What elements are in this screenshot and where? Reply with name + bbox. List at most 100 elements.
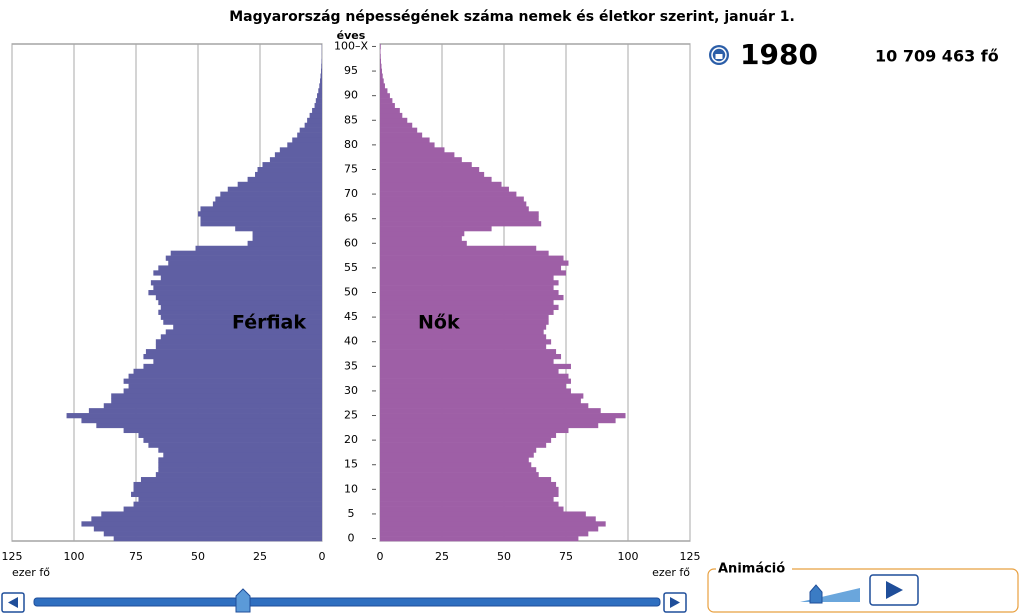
bar — [66, 413, 322, 419]
bar — [155, 344, 322, 350]
x-tick-label: 50 — [191, 550, 205, 563]
bar — [173, 324, 322, 330]
bar — [123, 378, 322, 384]
bar — [319, 83, 322, 89]
y-tick-label: 10 — [344, 482, 358, 495]
bar — [380, 383, 566, 389]
bar — [93, 526, 322, 532]
bar — [380, 250, 549, 256]
total: 10 709 463 fő — [875, 47, 999, 66]
bar — [380, 373, 569, 379]
bar — [380, 358, 554, 365]
y-tick-label: 25 — [344, 409, 358, 422]
y-tick-label: 40 — [344, 335, 358, 348]
y-tick-label: 60 — [344, 236, 358, 249]
bar — [227, 186, 322, 192]
animation-box — [707, 568, 1019, 613]
bar — [195, 245, 322, 251]
bar — [380, 147, 445, 153]
bar — [133, 486, 322, 493]
series-label: Férfiak — [232, 312, 306, 334]
bar — [148, 290, 322, 296]
timeline-thumb[interactable] — [235, 588, 251, 613]
bar — [380, 162, 472, 168]
bar — [380, 329, 544, 335]
animation-legend-bg — [716, 562, 792, 576]
bar — [380, 221, 542, 227]
bar — [143, 437, 322, 443]
bar — [128, 383, 322, 389]
bar — [274, 152, 322, 158]
bar — [380, 53, 381, 60]
bar — [163, 319, 322, 325]
bar — [380, 378, 571, 384]
y-tick-label: 30 — [344, 384, 358, 397]
bar — [380, 230, 465, 237]
x-axis-label: ezer fő — [12, 566, 50, 579]
bar — [380, 285, 554, 291]
bar — [380, 98, 393, 104]
bar — [133, 368, 322, 374]
bar — [113, 536, 323, 542]
bar — [153, 270, 322, 276]
bar — [380, 191, 517, 197]
bar — [380, 201, 527, 207]
bar — [304, 122, 322, 128]
bar — [318, 88, 322, 94]
bar — [235, 226, 322, 232]
bar — [380, 68, 382, 74]
bar — [155, 294, 322, 301]
bar — [380, 511, 586, 517]
bar — [123, 427, 322, 434]
bar — [160, 275, 322, 281]
bar — [158, 447, 322, 453]
bar — [380, 393, 584, 399]
bar — [380, 93, 390, 99]
bar — [380, 290, 559, 296]
bar — [380, 526, 599, 532]
bar — [143, 363, 322, 370]
bar — [287, 142, 322, 148]
bar — [380, 280, 559, 286]
bar — [237, 181, 322, 188]
bar — [81, 417, 322, 424]
bar — [158, 462, 322, 468]
bar — [380, 516, 596, 522]
x-axis-label: ezer fő — [652, 566, 690, 579]
bar — [160, 334, 322, 340]
bar — [380, 432, 557, 438]
bar — [111, 398, 322, 404]
bar — [380, 398, 581, 404]
bar — [380, 270, 566, 276]
bar — [292, 137, 322, 143]
bar — [380, 58, 381, 64]
bar — [380, 260, 569, 266]
bar — [158, 265, 322, 271]
bar — [380, 235, 462, 242]
x-tick-label: 75 — [559, 550, 573, 563]
speed-thumb[interactable] — [809, 584, 823, 604]
bar — [380, 314, 549, 320]
bar — [321, 68, 322, 74]
bar — [380, 349, 557, 355]
bar — [279, 147, 322, 153]
bar — [380, 196, 524, 202]
bar — [155, 472, 322, 478]
timeline-track — [33, 597, 661, 607]
bar — [309, 112, 322, 119]
bar — [380, 78, 384, 84]
bar — [380, 137, 430, 143]
bar — [380, 447, 537, 453]
bar — [158, 309, 322, 315]
y-axis-label: éves — [337, 29, 366, 42]
bar — [380, 413, 626, 419]
bar — [380, 171, 485, 178]
bar — [380, 417, 616, 424]
bar — [312, 107, 322, 114]
bar — [380, 457, 529, 463]
bar — [307, 117, 322, 124]
bar — [158, 299, 322, 306]
y-tick-label: 75 — [344, 162, 358, 175]
bar — [380, 255, 564, 261]
bar — [380, 132, 423, 138]
